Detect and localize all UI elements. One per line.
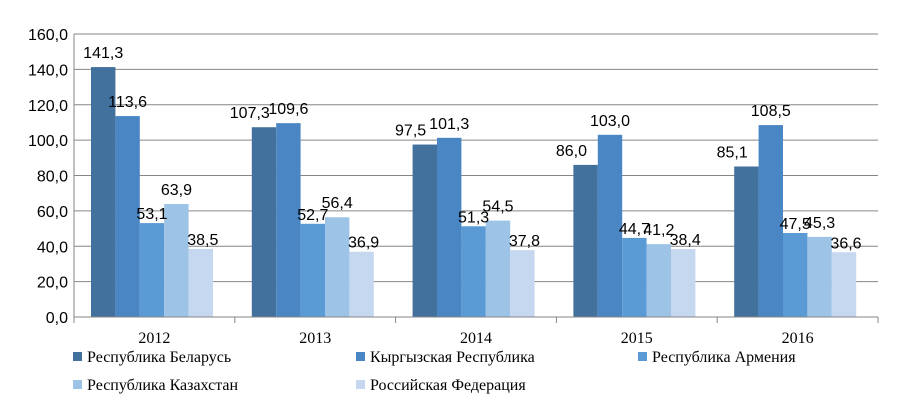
legend-swatch xyxy=(356,352,365,361)
data-label: 52,7 xyxy=(297,207,328,224)
y-tick-label: 80,0 xyxy=(37,169,68,186)
data-label: 63,9 xyxy=(161,182,192,199)
x-tick-label: 2015 xyxy=(621,330,653,347)
bar xyxy=(437,137,462,317)
legend-label: Республика Армения xyxy=(652,349,796,366)
bar xyxy=(758,125,783,317)
data-label: 107,3 xyxy=(230,105,270,122)
data-label: 38,4 xyxy=(670,232,701,249)
legend-label: Кыргызская Республика xyxy=(370,349,535,366)
y-tick-label: 0,0 xyxy=(46,310,68,327)
data-label: 51,3 xyxy=(458,209,489,226)
bar xyxy=(510,250,535,317)
bar xyxy=(188,248,213,317)
bar xyxy=(807,236,832,317)
data-label: 36,9 xyxy=(348,235,379,252)
bar xyxy=(251,127,277,317)
data-label: 97,5 xyxy=(395,123,426,140)
legend-label: Республика Казахстан xyxy=(87,377,238,394)
data-label: 103,0 xyxy=(590,113,630,130)
axes: 0,0 20,0 40,0 60,0 80,0 100,0 120,0 140,0 160,0 2… xyxy=(28,27,879,347)
data-label: 108,5 xyxy=(751,103,791,120)
bar xyxy=(115,116,140,317)
bar xyxy=(325,217,350,317)
y-tick-label: 60,0 xyxy=(37,204,68,221)
legend-label: Российская Федерация xyxy=(370,377,526,394)
data-label: 86,0 xyxy=(556,143,587,160)
bar xyxy=(461,226,486,317)
data-label: 85,1 xyxy=(717,144,748,161)
gridlines xyxy=(74,33,878,283)
data-label: 41,2 xyxy=(643,222,674,239)
bar xyxy=(412,144,437,317)
data-label: 44,7 xyxy=(619,221,650,238)
bar xyxy=(597,134,623,317)
bar xyxy=(139,223,165,317)
legend: Республика Беларусь Кыргызская Республика… xyxy=(73,349,796,394)
data-label: 56,4 xyxy=(322,195,353,212)
y-tick-label: 120,0 xyxy=(28,98,68,115)
data-label: 141,3 xyxy=(83,45,123,62)
bar xyxy=(485,220,511,317)
bar xyxy=(91,67,116,317)
y-tick-label: 160,0 xyxy=(28,27,68,44)
data-label: 45,3 xyxy=(804,215,835,232)
y-tick-label: 20,0 xyxy=(37,275,68,292)
bar xyxy=(831,252,857,317)
x-tick-label: 2016 xyxy=(782,330,814,347)
legend-label: Республика Беларусь xyxy=(87,349,231,366)
x-tick-label: 2012 xyxy=(138,330,170,347)
data-label: 36,6 xyxy=(830,235,861,252)
bar xyxy=(276,123,301,318)
data-label: 109,6 xyxy=(268,101,308,118)
x-tick-label: 2014 xyxy=(460,330,492,347)
bar xyxy=(300,223,325,317)
bar xyxy=(164,203,189,317)
bar xyxy=(646,244,671,317)
data-label: 54,5 xyxy=(482,199,513,216)
data-label: 113,6 xyxy=(108,94,147,111)
y-tick-label: 40,0 xyxy=(37,239,68,256)
bar xyxy=(349,251,374,317)
x-tick-label: 2013 xyxy=(299,330,331,347)
data-label: 47,5 xyxy=(780,216,811,233)
legend-swatch xyxy=(638,352,647,361)
bars xyxy=(91,67,857,318)
bar xyxy=(734,166,759,317)
data-label: 101,3 xyxy=(429,116,469,133)
legend-swatch xyxy=(73,352,82,361)
bar xyxy=(573,164,598,317)
legend-swatch xyxy=(73,380,82,389)
bar xyxy=(783,232,808,317)
legend-swatch xyxy=(356,380,365,389)
data-label: 53,1 xyxy=(136,206,167,223)
data-label: 38,5 xyxy=(187,232,218,249)
y-tick-label: 140,0 xyxy=(28,62,68,79)
data-label: 37,8 xyxy=(509,233,540,250)
bar xyxy=(671,249,696,317)
y-tick-label: 100,0 xyxy=(28,133,68,150)
bar xyxy=(622,237,647,317)
